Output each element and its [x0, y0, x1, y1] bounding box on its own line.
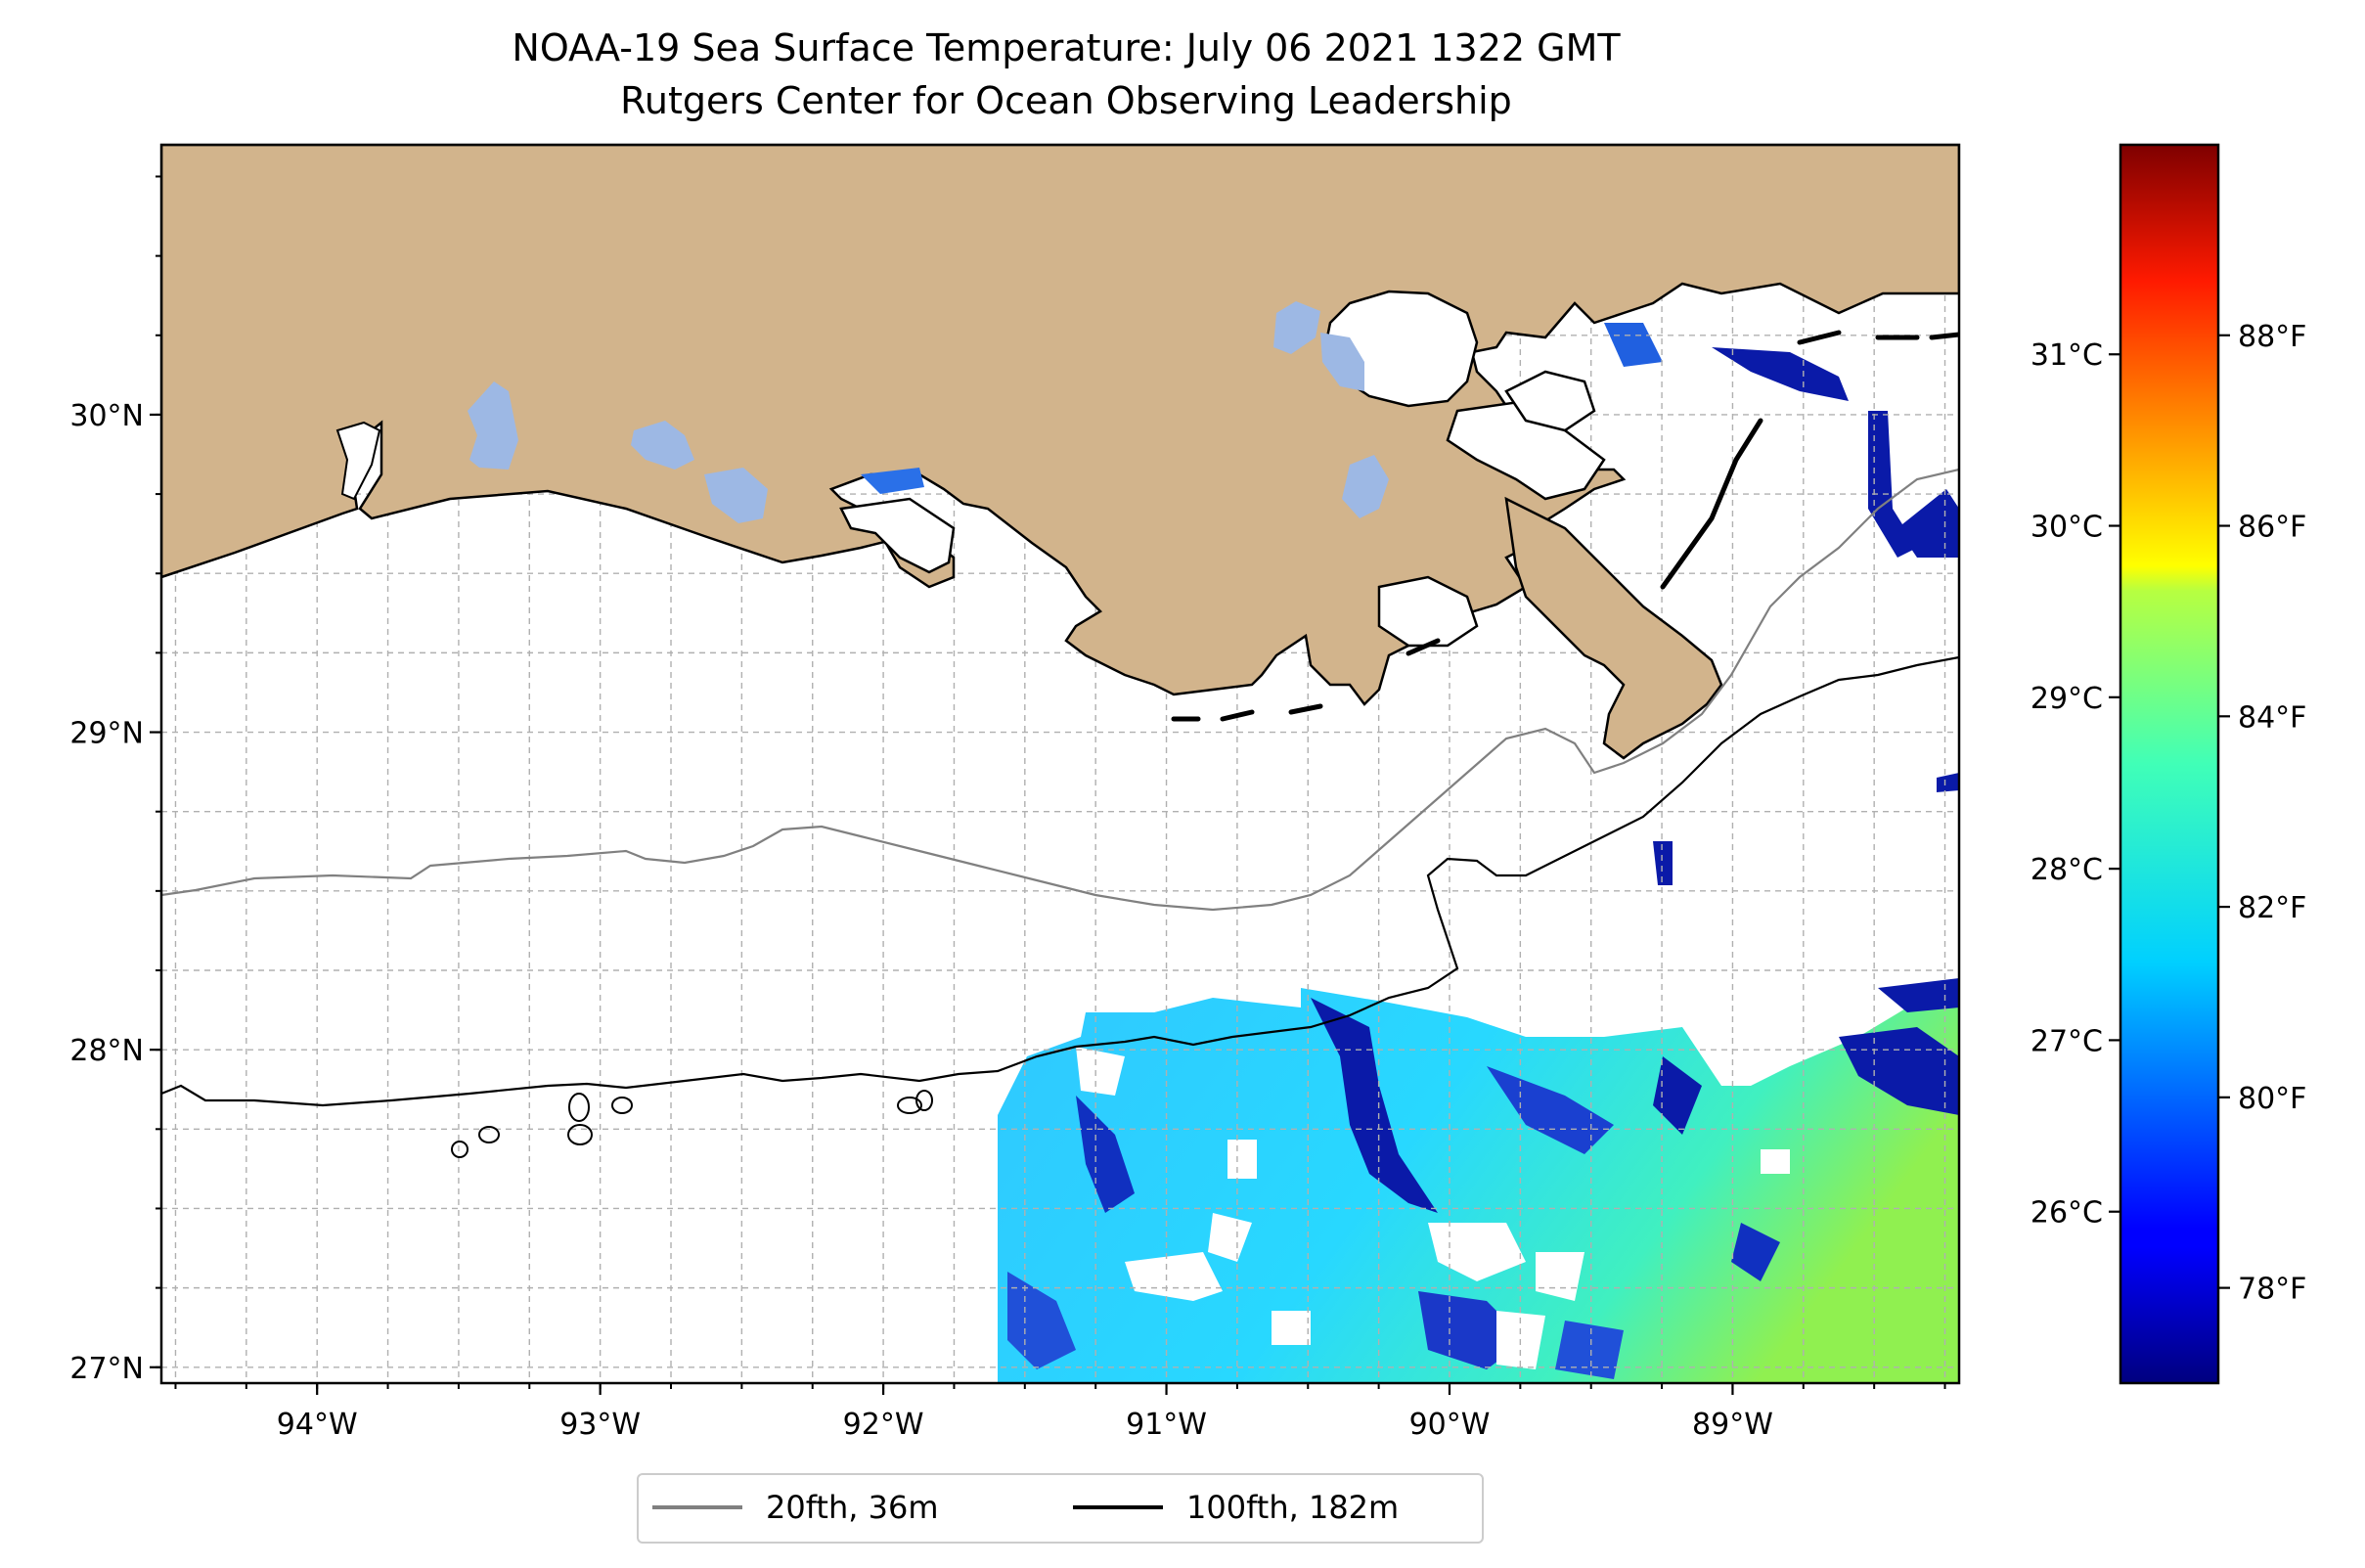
seamount-contours: [451, 1090, 933, 1158]
lon-tick-label: 92°W: [843, 1408, 924, 1442]
lon-tick-label: 91°W: [1126, 1408, 1207, 1442]
lon-tick-label: 89°W: [1692, 1408, 1773, 1442]
legend-swatch-100fth: [1073, 1505, 1163, 1509]
lat-tick-label: 28°N: [69, 1034, 144, 1068]
colorbar-f-label: 88°F: [2238, 320, 2306, 354]
colorbar: [2119, 143, 2220, 1385]
legend-label-20fth: 20fth, 36m: [766, 1489, 939, 1526]
lon-tick-label: 94°W: [277, 1408, 358, 1442]
colorbar-f-label: 86°F: [2238, 511, 2306, 545]
map-title-line2: Rutgers Center for Ocean Observing Leade…: [620, 79, 1512, 122]
map-title-line1: NOAA-19 Sea Surface Temperature: July 06…: [512, 26, 1621, 69]
colorbar-c-label: 29°C: [2030, 682, 2103, 716]
colorbar-c-label: 27°C: [2030, 1024, 2103, 1058]
map-axes: 94°W 93°W 92°W 91°W 90°W 89°W 27°N 28°N 29°N 30°N: [69, 175, 1946, 1442]
colorbar-f-label: 80°F: [2238, 1082, 2306, 1116]
lon-tick-label: 93°W: [559, 1408, 641, 1442]
map-frame: [159, 143, 1961, 1385]
colorbar-c-label: 26°C: [2030, 1196, 2103, 1231]
contour-legend: 20fth, 36m 100fth, 182m: [637, 1473, 1484, 1544]
legend-swatch-20fth: [652, 1505, 742, 1509]
lat-tick-label: 30°N: [69, 399, 144, 433]
colorbar-c-label: 28°C: [2030, 853, 2103, 887]
colorbar-c-label: 30°C: [2030, 511, 2103, 545]
contour-20fth-36m: [161, 468, 1959, 912]
legend-label-100fth: 100fth, 182m: [1186, 1489, 1400, 1526]
colorbar-f-label: 82°F: [2238, 891, 2306, 925]
barrier-islands: [1171, 330, 1959, 722]
colorbar-f-label: 78°F: [2238, 1273, 2306, 1307]
lat-tick-label: 27°N: [69, 1352, 144, 1386]
lat-tick-label: 29°N: [69, 717, 144, 751]
colorbar-f-label: 84°F: [2238, 700, 2306, 735]
colorbar-c-label: 31°C: [2030, 338, 2103, 373]
lon-tick-label: 90°W: [1409, 1408, 1491, 1442]
colorbar-axes: 78°F 80°F 82°F 84°F 86°F 88°F 26°C 27°C 28°C 29°C…: [2030, 320, 2307, 1307]
legend-entry-100fth: 100fth, 182m: [1073, 1489, 1399, 1526]
land-layer: [161, 145, 1959, 760]
sst-data-layer: [998, 323, 1959, 1383]
contour-100fth-182m: [161, 655, 1959, 1107]
legend-entry-20fth: 20fth, 36m: [652, 1489, 938, 1526]
